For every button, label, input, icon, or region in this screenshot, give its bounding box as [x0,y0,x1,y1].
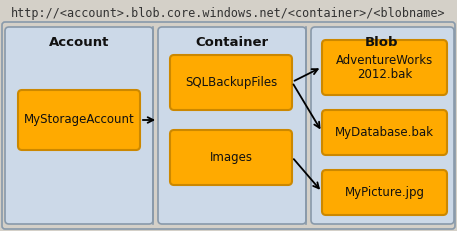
Text: Blob: Blob [365,36,399,49]
Text: Account: Account [49,36,109,49]
FancyBboxPatch shape [311,27,454,224]
FancyBboxPatch shape [18,90,140,150]
FancyBboxPatch shape [5,27,153,224]
FancyBboxPatch shape [2,22,455,229]
Text: Images: Images [209,151,253,164]
Text: SQLBackupFiles: SQLBackupFiles [185,76,277,89]
FancyBboxPatch shape [322,40,447,95]
FancyBboxPatch shape [170,130,292,185]
Text: http://<account>.blob.core.windows.net/<container>/<blobname>: http://<account>.blob.core.windows.net/<… [11,7,446,21]
FancyBboxPatch shape [158,27,306,224]
FancyBboxPatch shape [322,110,447,155]
Text: MyStorageAccount: MyStorageAccount [24,113,134,127]
Text: Container: Container [196,36,269,49]
FancyBboxPatch shape [170,55,292,110]
Text: MyPicture.jpg: MyPicture.jpg [345,186,425,199]
FancyBboxPatch shape [322,170,447,215]
Text: MyDatabase.bak: MyDatabase.bak [335,126,434,139]
Text: AdventureWorks
2012.bak: AdventureWorks 2012.bak [336,54,433,82]
